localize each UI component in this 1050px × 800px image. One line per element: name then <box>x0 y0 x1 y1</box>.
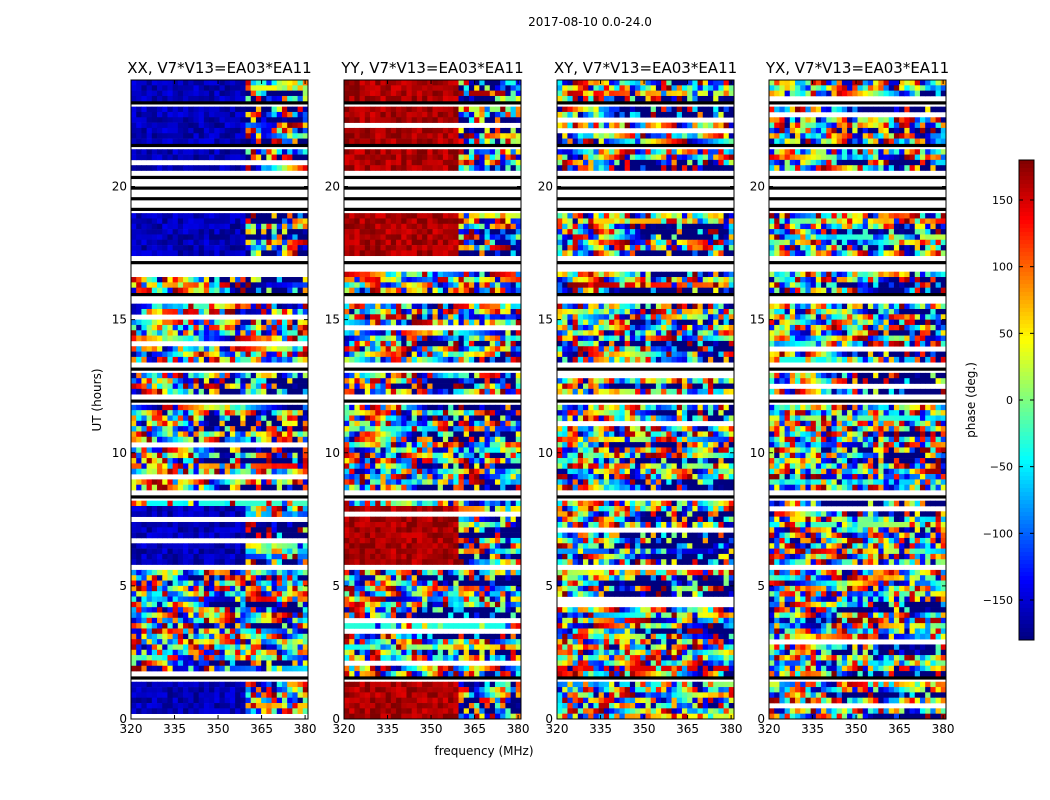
y-tick-label: 20 <box>112 180 127 194</box>
panel-title: YX, V7*V13=EA03*EA11 <box>765 59 949 77</box>
x-tick-label: 335 <box>376 722 399 736</box>
y-tick-label: 5 <box>757 579 765 593</box>
x-tick-label: 320 <box>333 722 356 736</box>
x-tick-label: 350 <box>845 722 868 736</box>
x-tick-label: 365 <box>676 722 699 736</box>
panel-title: XX, V7*V13=EA03*EA11 <box>127 59 311 77</box>
y-tick-label: 10 <box>325 446 340 460</box>
panel-title: YY, V7*V13=EA03*EA11 <box>340 59 523 77</box>
x-tick-label: 380 <box>932 722 955 736</box>
colorbar <box>1019 160 1034 641</box>
panel-yy <box>344 80 522 720</box>
panel-frame <box>768 79 947 720</box>
y-tick-label: 15 <box>112 313 127 327</box>
x-tick-label: 335 <box>589 722 612 736</box>
y-tick-label: 5 <box>545 579 553 593</box>
panel-frame <box>343 79 522 720</box>
y-tick-label: 10 <box>538 446 553 460</box>
colorbar-tick-label: 0 <box>1006 394 1013 407</box>
panel-frame <box>556 79 735 720</box>
colorbar-tick-label: 50 <box>999 327 1013 340</box>
x-tick-label: 335 <box>163 722 186 736</box>
y-tick-label: 20 <box>325 180 340 194</box>
colorbar-tick-label: 150 <box>992 194 1013 207</box>
x-axis-label: frequency (MHz) <box>434 744 533 758</box>
y-tick-label: 5 <box>332 579 340 593</box>
x-tick-label: 350 <box>420 722 443 736</box>
colorbar-tick-label: −150 <box>983 594 1013 607</box>
x-tick-label: 320 <box>546 722 569 736</box>
y-tick-label: 10 <box>750 446 765 460</box>
x-tick-label: 365 <box>888 722 911 736</box>
text-layer: 2017-08-10 0.0-24.0 frequency (MHz) UT (… <box>90 15 1013 758</box>
x-tick-label: 350 <box>207 722 230 736</box>
colorbar-tick-label: −100 <box>983 527 1013 540</box>
y-tick-label: 0 <box>757 712 765 726</box>
panel-xy <box>557 80 735 720</box>
y-tick-label: 15 <box>538 313 553 327</box>
y-tick-label: 20 <box>538 180 553 194</box>
panel-xx <box>131 80 309 719</box>
y-tick-label: 0 <box>545 712 553 726</box>
colorbar-tick-label: 100 <box>992 261 1013 274</box>
heatmap-layer <box>131 80 1034 720</box>
x-tick-label: 380 <box>720 722 743 736</box>
x-tick-label: 350 <box>633 722 656 736</box>
panel-title: XY, V7*V13=EA03*EA11 <box>554 59 737 77</box>
y-tick-label: 20 <box>750 180 765 194</box>
panel-yx <box>769 80 947 720</box>
y-tick-label: 5 <box>119 579 127 593</box>
colorbar-label: phase (deg.) <box>964 362 978 438</box>
panel-frame <box>130 79 309 720</box>
y-axis-label: UT (hours) <box>90 368 104 431</box>
colorbar-tick-label: −50 <box>990 461 1013 474</box>
x-tick-label: 320 <box>758 722 781 736</box>
figure-suptitle: 2017-08-10 0.0-24.0 <box>528 15 652 29</box>
y-tick-label: 10 <box>112 446 127 460</box>
y-tick-label: 15 <box>325 313 340 327</box>
x-tick-label: 335 <box>801 722 824 736</box>
x-tick-label: 380 <box>294 722 317 736</box>
x-tick-label: 365 <box>250 722 273 736</box>
y-tick-label: 0 <box>332 712 340 726</box>
x-tick-label: 320 <box>120 722 143 736</box>
x-tick-label: 380 <box>507 722 530 736</box>
y-tick-label: 0 <box>119 712 127 726</box>
frame-layer <box>130 79 1035 720</box>
y-tick-label: 15 <box>750 313 765 327</box>
x-tick-label: 365 <box>463 722 486 736</box>
